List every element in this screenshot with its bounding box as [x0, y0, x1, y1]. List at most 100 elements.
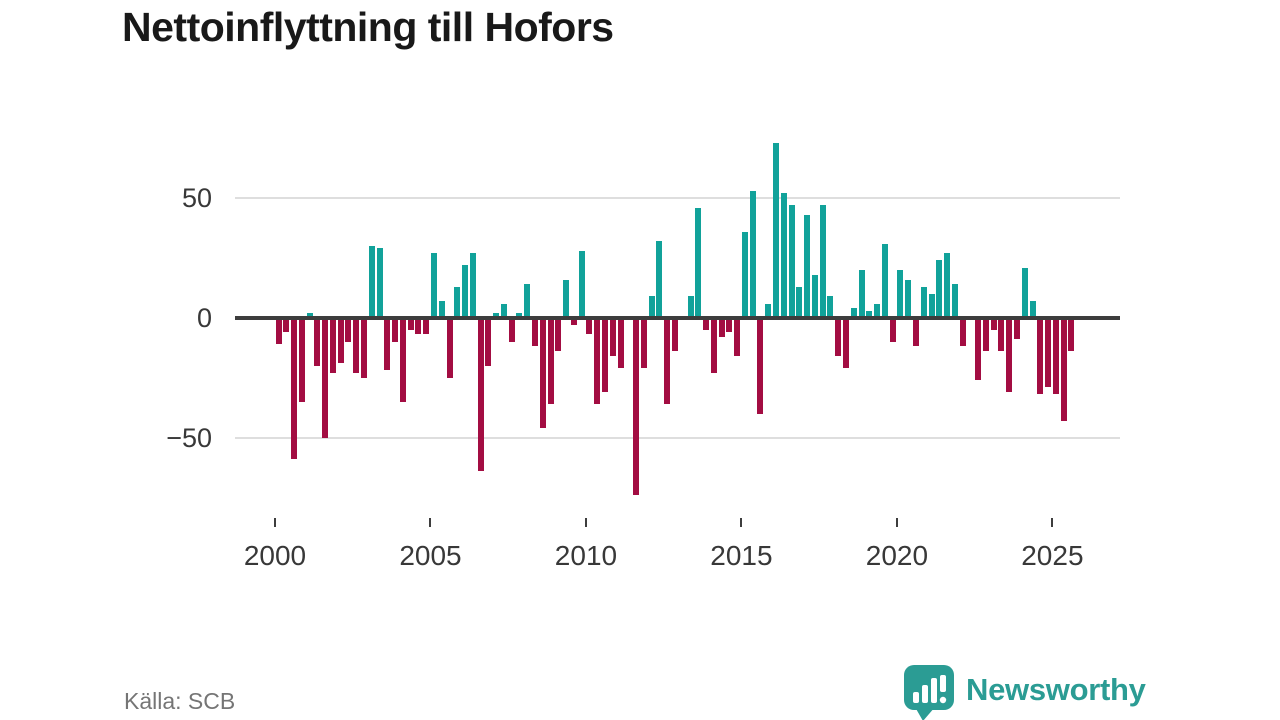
bar-quarter-62	[757, 320, 764, 414]
gridline	[235, 197, 1120, 199]
bar-quarter-86	[944, 253, 951, 318]
bar-quarter-63	[765, 303, 772, 318]
bar-quarter-5	[314, 320, 321, 366]
bar-quarter-23	[454, 286, 461, 318]
bar-quarter-76	[866, 310, 873, 318]
bar-quarter-16	[399, 320, 406, 402]
bar-quarter-8	[337, 320, 344, 364]
gridline	[235, 437, 1120, 439]
x-tick-2020	[895, 518, 898, 527]
bar-quarter-17	[407, 320, 414, 330]
bar-quarter-25	[469, 253, 476, 318]
bar-quarter-66	[788, 205, 795, 318]
bar-quarter-15	[392, 320, 399, 342]
bar-quarter-37	[563, 279, 570, 318]
x-tick-2025	[1051, 518, 1054, 527]
bar-quarter-80	[897, 270, 904, 318]
bar-quarter-14	[384, 320, 391, 371]
bar-quarter-27	[485, 320, 492, 366]
bar-quarter-30	[508, 320, 515, 342]
x-tick-label-2025: 2025	[1021, 540, 1084, 571]
bar-quarter-100	[1052, 320, 1059, 395]
bar-quarter-57	[718, 320, 725, 337]
bar-quarter-32	[524, 284, 531, 318]
bar-quarter-35	[547, 320, 554, 404]
bar-quarter-70	[819, 205, 826, 318]
brand-name: Newsworthy	[966, 672, 1146, 707]
source-note: Källa: SCB	[124, 688, 236, 714]
bar-quarter-53	[687, 296, 694, 318]
bar-quarter-71	[827, 296, 834, 318]
bar-quarter-78	[881, 243, 888, 318]
bar-quarter-2	[291, 320, 298, 460]
bar-quarter-24	[462, 265, 469, 318]
bar-quarter-47	[640, 320, 647, 368]
bar-quarter-90	[975, 320, 982, 380]
bar-quarter-72	[835, 320, 842, 356]
bar-quarter-6	[322, 320, 329, 438]
bar-quarter-97	[1029, 301, 1036, 318]
bar-quarter-88	[959, 320, 966, 347]
bar-quarter-85	[936, 260, 943, 318]
bar-quarter-69	[811, 274, 818, 318]
x-tick-label-2005: 2005	[399, 540, 462, 571]
bar-quarter-22	[446, 320, 453, 378]
bar-quarter-7	[329, 320, 336, 373]
bar-quarter-84	[928, 294, 935, 318]
x-tick-2000	[274, 518, 276, 527]
x-tick-label-2015: 2015	[710, 540, 773, 571]
bar-quarter-40	[586, 320, 593, 335]
bar-quarter-36	[555, 320, 562, 352]
newsworthy-chart-bubble-icon	[903, 663, 955, 720]
bar-quarter-94	[1006, 320, 1013, 392]
bar-quarter-73	[843, 320, 849, 368]
bar-quarter-44	[617, 320, 624, 368]
bar-quarter-54	[695, 207, 702, 318]
bar-quarter-43	[609, 320, 616, 356]
bar-quarter-33	[532, 320, 539, 347]
bar-quarter-28	[493, 313, 500, 318]
bar-quarter-98	[1037, 320, 1044, 395]
bar-quarter-96	[1021, 267, 1028, 318]
bar-quarter-13	[376, 248, 383, 318]
bar-quarter-64	[773, 142, 780, 318]
bar-quarter-102	[1068, 320, 1075, 352]
bar-quarter-91	[982, 320, 989, 352]
zero-axis-line	[235, 316, 1120, 320]
bar-quarter-101	[1060, 320, 1067, 421]
bar-quarter-12	[368, 246, 375, 318]
bar-quarter-99	[1045, 320, 1052, 388]
bar-quarter-81	[905, 279, 912, 318]
bar-quarter-34	[539, 320, 546, 428]
bar-quarter-20	[430, 253, 437, 318]
chart-title: Nettoinflyttning till Hofors	[122, 4, 614, 50]
bar-quarter-77	[874, 303, 881, 318]
bar-quarter-4	[306, 313, 313, 318]
bar-quarter-79	[889, 320, 896, 342]
bar-quarter-65	[780, 193, 787, 318]
brand-logo: Newsworthy	[903, 663, 1146, 720]
bar-quarter-9	[345, 320, 352, 342]
bar-quarter-61	[749, 190, 756, 318]
bar-quarter-38	[570, 320, 577, 325]
bar-quarter-50	[664, 320, 671, 404]
bar-quarter-83	[920, 286, 927, 318]
bar-quarter-95	[1014, 320, 1021, 340]
bar-quarter-18	[415, 320, 422, 335]
x-tick-2005	[429, 518, 432, 527]
bar-quarter-31	[516, 313, 523, 318]
bar-quarter-11	[361, 320, 367, 378]
bar-quarter-93	[998, 320, 1005, 352]
y-tick-label--50: −50	[166, 423, 212, 453]
bar-quarter-51	[671, 320, 678, 352]
bar-quarter-74	[850, 308, 857, 318]
bar-quarter-56	[710, 320, 717, 373]
bar-quarter-58	[726, 320, 733, 332]
bar-quarter-68	[804, 214, 811, 318]
x-tick-label-2010: 2010	[554, 540, 618, 571]
bar-quarter-21	[438, 301, 445, 318]
x-tick-2015	[740, 518, 743, 527]
bar-quarter-46	[633, 320, 640, 496]
bar-quarter-60	[741, 231, 748, 318]
bar-quarter-41	[594, 320, 601, 404]
